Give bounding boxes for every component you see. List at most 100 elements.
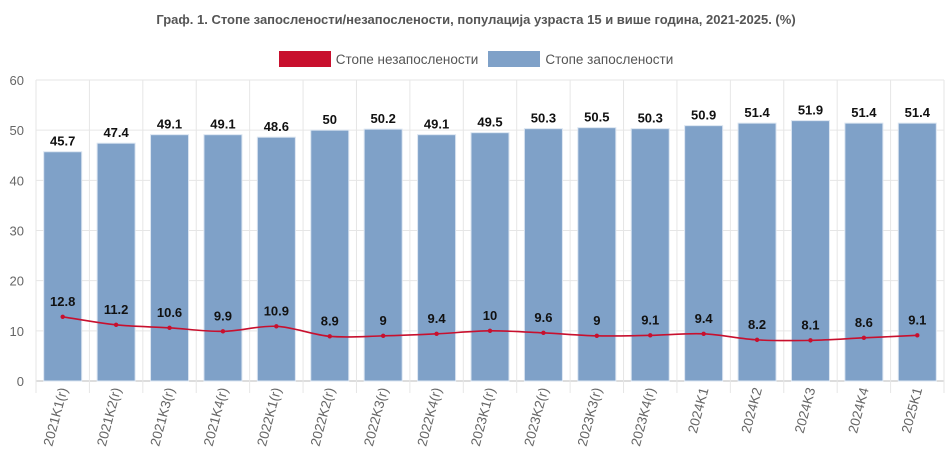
x-tick-label: 2021K4(r) [201,386,231,448]
line-data-label: 9 [380,313,387,328]
y-tick-label: 10 [10,324,24,339]
x-tick-label: 2024K4 [845,385,872,434]
x-tick-label: 2021K1(r) [41,386,71,448]
bar-employment [630,128,670,382]
line-data-label: 9.6 [534,310,552,325]
x-tick-label: 2022K3(r) [361,386,391,448]
bar-employment [897,122,937,382]
x-tick-label: 2022K2(r) [308,386,338,448]
y-tick-label: 40 [10,173,24,188]
line-data-label: 8.9 [321,313,339,328]
bar-data-label: 51.4 [851,105,877,120]
x-tick-label: 2023K3(r) [575,386,605,448]
legend-label: Стопе незапослености [335,51,479,67]
bar-data-label: 47.4 [103,125,129,140]
line-point-unemployment [274,324,279,329]
line-point-unemployment [113,322,119,328]
line-point-unemployment [434,331,439,337]
bar-employment [684,125,724,382]
legend-item-unemployment[interactable]: Стопе незапослености [278,51,479,67]
legend: Стопе незапослености Стопе запослености [0,51,952,67]
line-point-unemployment [541,330,546,336]
line-data-label: 9.1 [908,312,926,327]
x-tick-label: 2024K3 [792,386,819,435]
line-point-unemployment [327,334,332,339]
bar-data-label: 50.5 [584,110,609,125]
x-tick-label: 2023K1(r) [468,386,498,448]
line-data-label: 9.4 [695,311,714,326]
y-tick-label: 50 [10,123,24,138]
line-data-label: 10.6 [157,305,182,320]
line-point-unemployment [915,333,920,338]
line-point-unemployment [167,325,172,331]
legend-swatch-employment [488,51,541,67]
line-data-label: 8.6 [855,315,873,330]
line-point-unemployment [487,328,493,334]
x-tick-label: 2024K1 [685,386,712,435]
line-data-label: 10 [483,308,497,323]
bar-employment [737,122,777,382]
line-point-unemployment [808,338,813,343]
bar-data-label: 50.2 [371,111,396,126]
bar-data-label: 49.1 [424,117,449,132]
bar-data-label: 51.4 [905,105,931,120]
bar-data-label: 51.4 [744,105,770,120]
bar-employment [363,128,403,382]
line-point-unemployment [60,314,65,319]
bar-employment [43,151,83,382]
line-data-label: 8.1 [801,317,819,332]
legend-label: Стопе запослености [545,51,674,67]
bar-data-label: 50.3 [638,111,663,126]
bar-data-label: 49.1 [210,117,235,132]
bar-employment [844,122,884,382]
line-data-label: 9.4 [428,311,447,326]
line-point-unemployment [701,331,706,337]
bar-employment [417,134,457,382]
line-data-label: 8.2 [748,317,766,332]
line-point-unemployment [220,329,226,334]
bar-data-label: 51.9 [798,103,823,118]
x-tick-label: 2022K1(r) [254,386,284,448]
x-tick-label: 2024K2 [738,386,765,435]
bar-data-label: 50.9 [691,108,716,123]
bar-employment [470,132,510,382]
bar-data-label: 49.1 [157,117,182,132]
x-tick-label: 2023K4(r) [628,386,658,448]
y-tick-label: 20 [10,274,24,289]
bar-data-label: 49.5 [477,115,502,130]
line-point-unemployment [648,333,653,338]
line-point-unemployment [754,337,760,343]
line-data-label: 9.1 [641,312,659,327]
bar-data-label: 45.7 [50,134,75,149]
bar-employment [577,127,617,382]
bar-data-label: 50 [323,112,337,127]
bar-employment [523,128,563,382]
x-tick-label: 2023K2(r) [521,386,551,448]
x-tick-label: 2025K1 [899,386,926,435]
bar-data-label: 50.3 [531,111,556,126]
bar-employment [256,136,296,382]
chart-title: Граф. 1. Стопе запослености/незапосленос… [156,12,796,27]
x-tick-label: 2021K2(r) [94,386,124,448]
line-data-label: 9 [593,313,600,328]
y-tick-label: 60 [10,73,24,88]
line-data-label: 11.2 [104,302,129,317]
line-data-label: 9.9 [214,308,232,323]
bar-employment [203,134,243,382]
line-data-label: 12.8 [50,294,75,309]
y-tick-label: 30 [10,224,24,239]
line-point-unemployment [594,333,600,339]
line-data-label: 10.9 [264,303,289,318]
x-tick-label: 2022K4(r) [414,386,444,448]
legend-swatch-unemployment [278,51,331,67]
line-point-unemployment [380,333,386,339]
line-point-unemployment [861,335,867,341]
bar-employment [96,142,136,382]
x-tick-label: 2021K3(r) [147,386,177,448]
y-tick-label: 0 [17,374,24,389]
bar-data-label: 48.6 [264,119,289,134]
legend-item-employment[interactable]: Стопе запослености [488,51,673,67]
bar-employment [790,120,830,382]
bar-employment [310,129,350,382]
